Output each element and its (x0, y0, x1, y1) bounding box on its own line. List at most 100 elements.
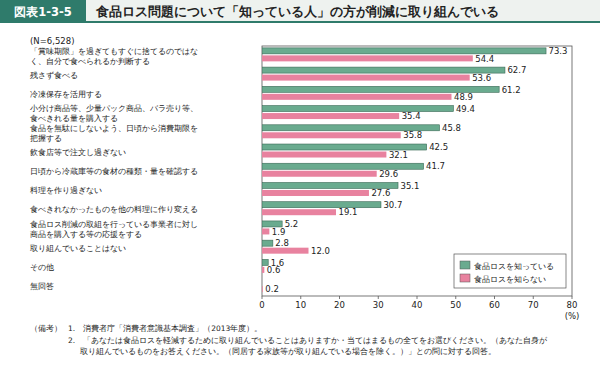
legend-box (454, 254, 566, 288)
x-tick (533, 296, 534, 299)
title: 食品ロス問題について「知っている人」の方が削減に取り組んでいる (95, 4, 499, 19)
bar (262, 106, 453, 112)
x-tick-label: 50 (450, 300, 461, 310)
data-label: 27.6 (371, 188, 390, 198)
category-label-line: く、自分で食べられるか判断する (30, 57, 150, 66)
bar (262, 267, 264, 273)
subtitle: (N=6,528) (30, 36, 74, 46)
x-tick (262, 296, 263, 299)
data-label: 35.8 (403, 130, 422, 140)
category-label: 冷凍保存を活用する (30, 90, 102, 99)
x-tick (455, 296, 456, 299)
bar (262, 163, 424, 169)
data-label: 0.2 (265, 284, 279, 294)
bar (262, 209, 336, 215)
data-label: 29.6 (379, 169, 398, 179)
bar (262, 132, 401, 138)
category-label-line: 小分け商品等、少量パック商品、バラ売り等、 (30, 104, 198, 113)
category-label-line: 無回答 (30, 282, 54, 291)
category-label: 日頃から冷蔵庫等の食材の種類・量を確認する (30, 167, 198, 176)
category-label: 無回答 (30, 282, 54, 291)
x-tick (417, 296, 418, 299)
x-tick-label: 0 (259, 300, 264, 310)
legend-swatch (460, 274, 470, 282)
bar (262, 248, 309, 254)
bar (262, 113, 399, 119)
data-label: 62.7 (507, 65, 526, 75)
x-tick-label: 70 (528, 300, 539, 310)
bar (262, 171, 377, 177)
category-label-line: 飲食店等で注文し過ぎない (30, 148, 126, 157)
category-label: 食べきれなかったものを他の料理に作り変える (30, 205, 198, 214)
category-label-line: 商品を購入する等の応援をする (30, 230, 142, 239)
x-tick-label: 60 (489, 300, 500, 310)
data-label: 2.8 (275, 238, 289, 248)
category-label-line: 日頃から冷蔵庫等の食材の種類・量を確認する (30, 167, 198, 176)
data-label: 0.6 (267, 265, 281, 275)
data-label: 12.0 (311, 246, 330, 256)
header-rule (0, 21, 600, 23)
category-label: 取り組んでいることはない (30, 244, 126, 253)
note: 取り組んでいるものをお答えください。（同居する家族等が取り組んでいる場合を除く。… (80, 347, 496, 356)
plot-frame (262, 46, 572, 296)
bar (262, 228, 269, 234)
category-label-line: 料理を作り過ぎない (30, 186, 102, 195)
category-label-line: 把握する (30, 134, 62, 143)
data-label: 61.2 (502, 85, 521, 95)
category-label-line: 食べきれなかったものを他の料理に作り変える (30, 205, 198, 214)
header-bg (0, 0, 600, 22)
category-label: 小分け商品等、少量パック商品、バラ売り等、食べきれる量を購入する (30, 104, 198, 123)
category-label: 残さず食べる (30, 71, 78, 80)
x-tick (494, 296, 495, 299)
data-label: 5.2 (285, 219, 299, 229)
data-label: 35.4 (402, 111, 421, 121)
bar (262, 55, 473, 61)
x-tick-label: 10 (295, 300, 306, 310)
chart: 図表1-3-5 食品ロス問題について「知っている人」の方が削減に取り組んでいる (N… (0, 0, 600, 371)
category-label: 食品を無駄にしないよう、日頃から消費期限を把握する (30, 124, 198, 143)
x-axis-label: (%) (565, 311, 580, 321)
category-label-line: 食品ロス削減の取組を行っている事業者に対し (30, 220, 198, 229)
category-label: その他 (30, 263, 54, 272)
data-labels: 73.354.462.753.661.248.949.435.445.835.8… (265, 46, 567, 294)
legend: 食品ロスを知っている食品ロスを知らない (454, 254, 566, 288)
bar (262, 240, 273, 246)
data-label: 30.7 (383, 200, 402, 210)
bar (262, 48, 546, 54)
data-label: 35.1 (401, 181, 420, 191)
data-label: 48.9 (454, 92, 473, 102)
bar (262, 190, 369, 196)
data-label: 49.4 (456, 104, 475, 114)
category-label: 飲食店等で注文し過ぎない (30, 148, 126, 157)
x-tick (339, 296, 340, 299)
data-label: 19.1 (339, 207, 358, 217)
legend-label: 食品ロスを知らない (474, 275, 546, 284)
note: 1. 消費者庁「消費者意識基本調査」（2013年度）。 (68, 324, 262, 333)
category-label-line: 「賞味期限」を過ぎてもすぐに捨てるのではな (30, 47, 198, 56)
category-label-line: 取り組んでいることはない (30, 244, 126, 253)
badge-bg (0, 0, 86, 22)
notes-label: （備考） (30, 324, 62, 333)
category-label-line: その他 (30, 263, 54, 272)
legend-label: 食品ロスを知っている (474, 262, 554, 271)
category-label: 料理を作り過ぎない (30, 186, 102, 195)
data-label: 53.6 (472, 73, 491, 83)
bar (262, 67, 505, 73)
category-label-line: 食べきれる量を購入する (30, 114, 118, 123)
category-label: 「賞味期限」を過ぎてもすぐに捨てるのではなく、自分で食べられるか判断する (30, 47, 198, 66)
bar (262, 94, 451, 100)
x-tick-label: 20 (334, 300, 345, 310)
bar (262, 152, 386, 158)
category-label-line: 冷凍保存を活用する (30, 90, 102, 99)
category-label-line: 残さず食べる (30, 71, 78, 80)
x-tick-label: 30 (373, 300, 384, 310)
category-label: 食品ロス削減の取組を行っている事業者に対し商品を購入する等の応援をする (30, 220, 198, 239)
data-label: 54.4 (475, 54, 494, 64)
note: 2. 「あなたは食品ロスを軽減するために取り組んでいることはありますか・当てはま… (68, 336, 548, 345)
x-tick-label: 40 (412, 300, 423, 310)
legend-swatch (460, 261, 470, 269)
data-label: 42.5 (429, 142, 448, 152)
badge: 図表1-3-5 (14, 5, 72, 19)
data-label: 32.1 (389, 150, 408, 160)
bar (262, 286, 263, 292)
